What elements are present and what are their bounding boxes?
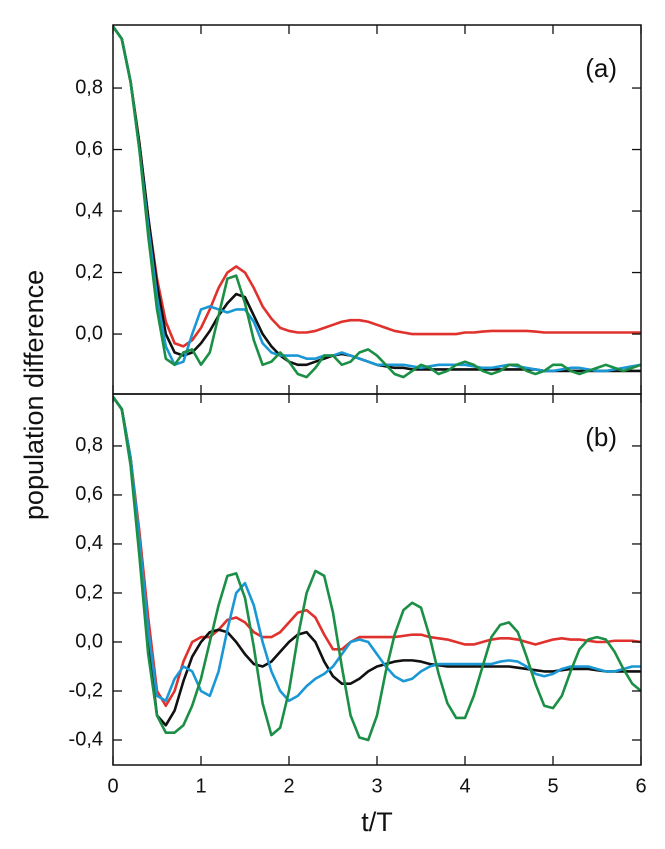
x-tick-label: 4: [459, 775, 470, 797]
panel-label: (b): [585, 422, 617, 452]
x-axis-label: t/T: [361, 807, 393, 837]
x-tick-label: 5: [547, 775, 558, 797]
data-line: [113, 25, 641, 379]
y-tick-label: 0,2: [75, 581, 103, 603]
data-line: [113, 25, 641, 348]
x-tick-label: 6: [635, 775, 646, 797]
y-axis-label: population difference: [19, 270, 49, 520]
data-line: [113, 25, 641, 373]
x-tick-label: 2: [283, 775, 294, 797]
y-tick-label: 0,8: [75, 76, 103, 98]
data-line: [113, 396, 641, 703]
x-tick-label: 1: [195, 775, 206, 797]
y-tick-label: -0,2: [69, 679, 103, 701]
x-tick-label: 3: [371, 775, 382, 797]
panel-label: (a): [585, 53, 617, 83]
y-tick-label: -0,4: [69, 728, 103, 750]
y-tick-label: 0,2: [75, 261, 103, 283]
data-line: [113, 396, 641, 708]
y-tick-label: 0,6: [75, 138, 103, 160]
x-tick-label: 0: [107, 775, 118, 797]
y-tick-label: 0,8: [75, 434, 103, 456]
y-tick-label: 0,0: [75, 322, 103, 344]
y-tick-label: 0,4: [75, 199, 103, 221]
data-line: [113, 25, 641, 373]
data-line: [113, 396, 641, 742]
data-line: [113, 396, 641, 727]
y-tick-label: 0,4: [75, 532, 103, 554]
y-tick-label: 0,0: [75, 630, 103, 652]
y-tick-label: 0,6: [75, 483, 103, 505]
